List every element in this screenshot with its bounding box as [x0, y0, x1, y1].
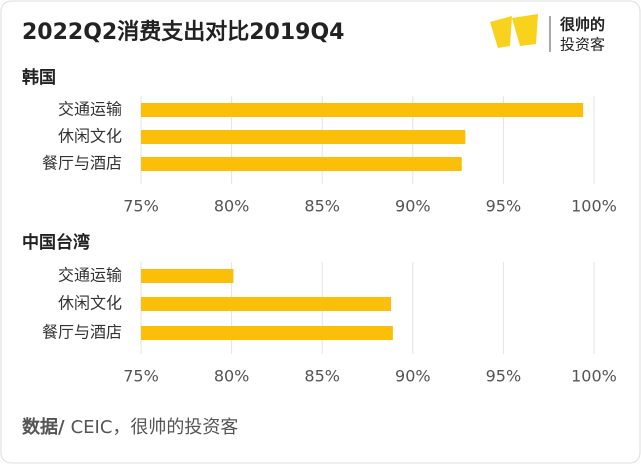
logo: 很帅的 投资客	[490, 14, 605, 54]
y-tick-label: 休闲文化	[58, 127, 122, 146]
x-tick-label: 75%	[123, 367, 159, 386]
x-tick-label: 90%	[395, 197, 431, 216]
subchart-title: 中国台湾	[22, 232, 90, 253]
footer-text: CEIC，很帅的投资客	[71, 417, 239, 438]
logo-text: 很帅的	[559, 16, 605, 34]
y-tick-label: 休闲文化	[58, 294, 122, 313]
bar	[141, 130, 466, 144]
bar	[141, 297, 392, 311]
bar	[141, 326, 393, 340]
x-tick-label: 80%	[214, 197, 250, 216]
subchart-title: 韩国	[22, 67, 56, 88]
bar	[141, 103, 584, 117]
y-tick-label: 交通运输	[58, 266, 122, 285]
logo-mark	[512, 14, 538, 46]
y-tick-label: 餐厅与酒店	[42, 323, 122, 342]
x-tick-label: 95%	[486, 367, 522, 386]
x-tick-label: 85%	[304, 367, 340, 386]
logo-text: 投资客	[560, 36, 605, 54]
x-tick-label: 90%	[395, 367, 431, 386]
logo-mark	[490, 16, 512, 48]
y-tick-label: 餐厅与酒店	[42, 154, 122, 173]
footer-label: 数据/	[22, 416, 65, 438]
footer: 数据/CEIC，很帅的投资客	[22, 416, 238, 438]
x-tick-label: 80%	[214, 367, 250, 386]
x-tick-label: 100%	[571, 197, 617, 216]
page-title: 2022Q2消费支出对比2019Q4	[22, 20, 344, 45]
x-tick-label: 100%	[571, 367, 617, 386]
bar	[141, 157, 462, 171]
bar	[141, 269, 234, 283]
y-tick-label: 交通运输	[58, 100, 122, 119]
x-tick-label: 75%	[123, 197, 159, 216]
x-tick-label: 85%	[304, 197, 340, 216]
x-tick-label: 95%	[486, 197, 522, 216]
